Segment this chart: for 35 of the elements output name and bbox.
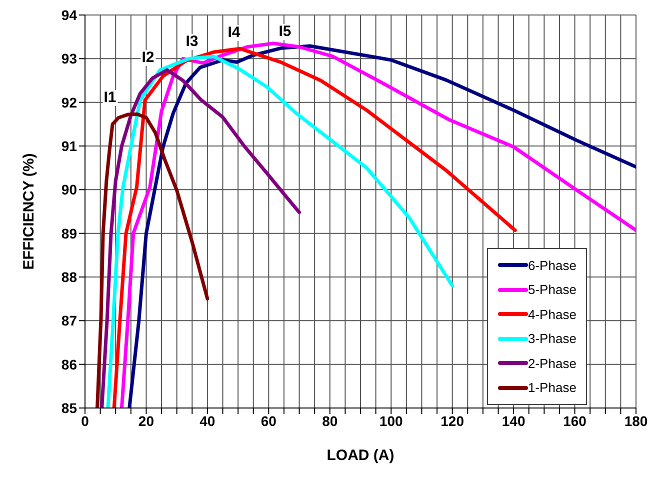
annotation: I5 xyxy=(278,23,292,40)
x-tick-label: 100 xyxy=(379,412,404,429)
y-tick-label: 93 xyxy=(61,50,78,67)
x-tick-label: 160 xyxy=(563,412,587,429)
legend-label: 2-Phase xyxy=(528,356,576,371)
x-tick-label: 80 xyxy=(322,412,338,429)
legend-label: 3-Phase xyxy=(528,331,576,346)
y-tick-label: 88 xyxy=(61,268,78,285)
y-tick-label: 94 xyxy=(61,6,78,23)
legend-label: 6-Phase xyxy=(528,258,576,273)
x-tick-label: 20 xyxy=(138,412,154,429)
y-tick-label: 85 xyxy=(61,400,78,416)
y-tick-label: 89 xyxy=(61,225,78,242)
line-series xyxy=(100,68,302,408)
y-tick-label: 91 xyxy=(61,138,78,154)
legend-label: 4-Phase xyxy=(528,306,576,322)
x-tick-label: 0 xyxy=(81,412,90,429)
y-axis-title: EFFICIENCY (%) xyxy=(20,153,38,270)
line-series xyxy=(95,112,210,408)
x-tick-label: 40 xyxy=(200,412,216,429)
annotation: I4 xyxy=(226,24,242,41)
x-tick-label: 140 xyxy=(502,412,526,429)
y-tick-label: 86 xyxy=(61,356,78,372)
y-tick-label: 90 xyxy=(61,182,78,198)
annotation: I3 xyxy=(184,33,200,50)
y-tick-label: 92 xyxy=(61,94,78,110)
y-tick-label: 87 xyxy=(61,312,78,329)
legend-label: 5-Phase xyxy=(528,282,576,298)
annotation: I2 xyxy=(140,49,156,66)
x-tick-label: 180 xyxy=(624,412,648,429)
x-axis-title: LOAD (A) xyxy=(326,447,394,464)
x-tick-label: 60 xyxy=(260,412,277,429)
x-tick-label: 120 xyxy=(440,412,464,429)
legend-label: 1-Phase xyxy=(528,380,576,396)
annotation: I1 xyxy=(102,89,118,106)
